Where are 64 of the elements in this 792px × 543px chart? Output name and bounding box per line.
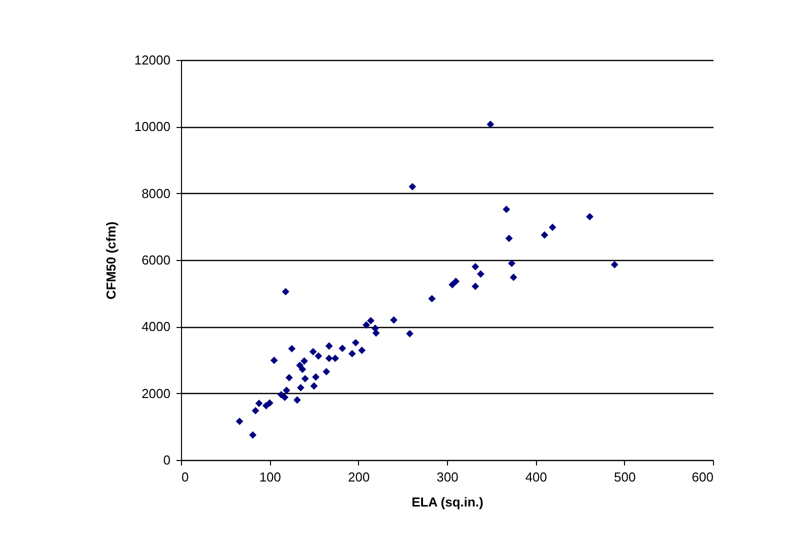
point [293,396,301,404]
point [586,212,594,220]
point [282,386,290,394]
point [338,344,346,352]
point [540,231,548,239]
point [262,402,270,410]
y-axis-title: CFM50 (cfm) [103,221,118,300]
x-tick-label: 100 [259,470,282,484]
y-tick-label: 0 [163,452,170,468]
point [448,280,456,288]
point [309,348,317,356]
point [270,356,278,364]
y-tick-label: 2000 [142,386,170,401]
y-tick-label: 12000 [134,52,170,68]
point [452,278,460,286]
x-tick-label: 300 [436,470,458,484]
x-tick-label: 500 [614,470,636,484]
point [476,270,484,278]
point [371,324,379,332]
x-tick-label: 200 [348,470,370,484]
point [310,382,318,390]
point [508,260,516,268]
point [358,346,366,354]
point [282,288,290,296]
point [325,354,333,362]
point [472,262,480,270]
point [510,274,518,282]
point [296,384,304,392]
point [362,321,370,329]
point [298,366,306,374]
x-tick-label: 400 [525,470,548,484]
point [322,368,330,376]
point [281,394,288,402]
point [548,224,556,232]
point [325,342,333,350]
point [255,400,263,408]
y-tick-label: 4000 [142,319,170,334]
point [296,362,304,370]
point [610,260,618,268]
point [408,182,416,190]
y-tick-label: 6000 [142,252,170,268]
point [486,120,494,128]
point [472,282,480,290]
point [332,354,339,362]
x-axis-title: ELA (sq.in.) [412,494,484,510]
point [505,234,513,242]
point [502,206,510,214]
x-tick-label: 0 [182,470,189,484]
point [236,418,244,426]
point [406,330,414,338]
point [352,338,360,346]
point [348,350,356,358]
point [285,374,293,382]
point [249,431,257,439]
y-tick-label: 8000 [142,186,170,201]
point [301,374,309,382]
point [314,352,322,360]
point [390,316,398,324]
point [288,344,296,352]
point [367,316,374,324]
point [252,406,260,414]
x-tick-label: 600 [692,470,714,484]
point [428,294,436,302]
y-tick-label: 10000 [134,119,170,134]
